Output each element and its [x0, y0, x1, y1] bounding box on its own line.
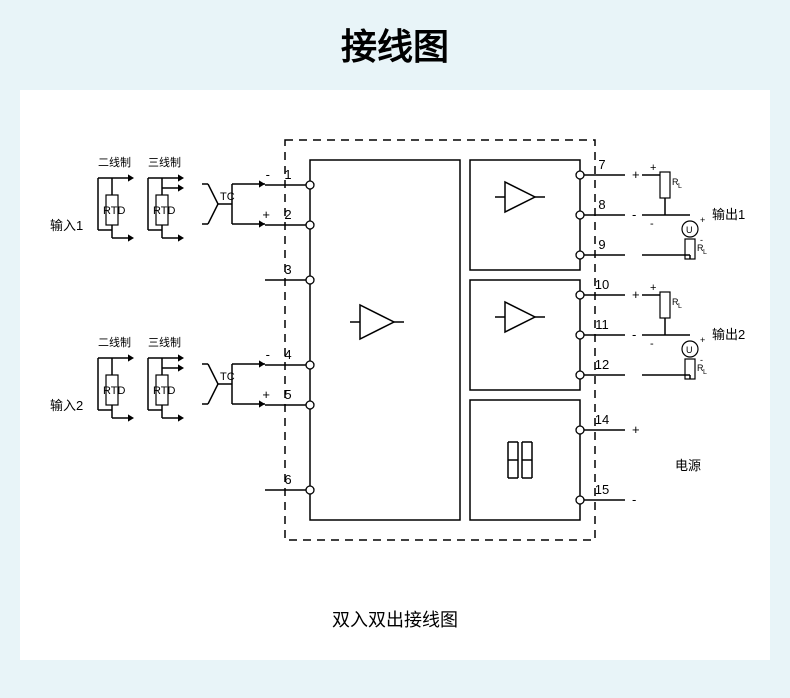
svg-text:RTD: RTD	[103, 205, 125, 217]
svg-text:+: +	[262, 207, 270, 222]
svg-text:输出1: 输出1	[712, 207, 745, 222]
svg-text:二线制: 二线制	[98, 335, 131, 349]
svg-text:输入1: 输入1	[50, 218, 83, 233]
svg-text:RTD: RTD	[153, 385, 175, 397]
page-title: 接线图	[0, 0, 790, 70]
svg-text:U: U	[686, 345, 693, 355]
svg-text:-: -	[266, 167, 270, 182]
svg-text:+: +	[650, 162, 656, 174]
svg-text:-: -	[650, 338, 654, 350]
svg-text:RTD: RTD	[103, 385, 125, 397]
svg-text:L: L	[703, 369, 707, 376]
svg-text:7: 7	[598, 157, 605, 172]
svg-text:U: U	[686, 225, 693, 235]
svg-text:+: +	[262, 387, 270, 402]
diagram-caption: 双入双出接线图	[20, 606, 770, 632]
svg-text:L: L	[678, 303, 682, 310]
svg-text:12: 12	[595, 357, 609, 372]
svg-text:-: -	[632, 327, 636, 342]
svg-text:2: 2	[284, 207, 291, 222]
svg-text:三线制: 三线制	[148, 155, 181, 169]
svg-text:9: 9	[598, 237, 605, 252]
svg-text:+: +	[632, 287, 640, 302]
svg-text:+: +	[700, 215, 705, 225]
svg-text:6: 6	[284, 472, 291, 487]
svg-text:-: -	[632, 492, 636, 507]
svg-text:二线制: 二线制	[98, 155, 131, 169]
svg-text:+: +	[632, 167, 640, 182]
svg-text:8: 8	[598, 197, 605, 212]
svg-text:-: -	[632, 207, 636, 222]
svg-text:14: 14	[595, 412, 609, 427]
svg-text:+: +	[632, 422, 640, 437]
svg-text:输出2: 输出2	[712, 327, 745, 342]
svg-text:+: +	[650, 282, 656, 294]
svg-text:RTD: RTD	[153, 205, 175, 217]
svg-text:L: L	[678, 183, 682, 190]
diagram-panel: 1-2+34-5+67+8-910+11-1214+15-电源输入1二线制三线制…	[20, 90, 770, 660]
svg-text:电源: 电源	[675, 458, 701, 473]
svg-text:10: 10	[595, 277, 609, 292]
svg-text:1: 1	[284, 167, 291, 182]
svg-text:11: 11	[595, 317, 609, 332]
svg-text:3: 3	[284, 262, 291, 277]
svg-text:15: 15	[595, 482, 609, 497]
svg-text:+: +	[700, 335, 705, 345]
svg-text:5: 5	[284, 387, 291, 402]
wiring-diagram: 1-2+34-5+67+8-910+11-1214+15-电源输入1二线制三线制…	[20, 90, 770, 660]
svg-text:-: -	[266, 347, 270, 362]
svg-text:4: 4	[284, 347, 291, 362]
svg-text:-: -	[650, 218, 654, 230]
svg-text:L: L	[703, 249, 707, 256]
svg-text:三线制: 三线制	[148, 335, 181, 349]
svg-text:输入2: 输入2	[50, 398, 83, 413]
